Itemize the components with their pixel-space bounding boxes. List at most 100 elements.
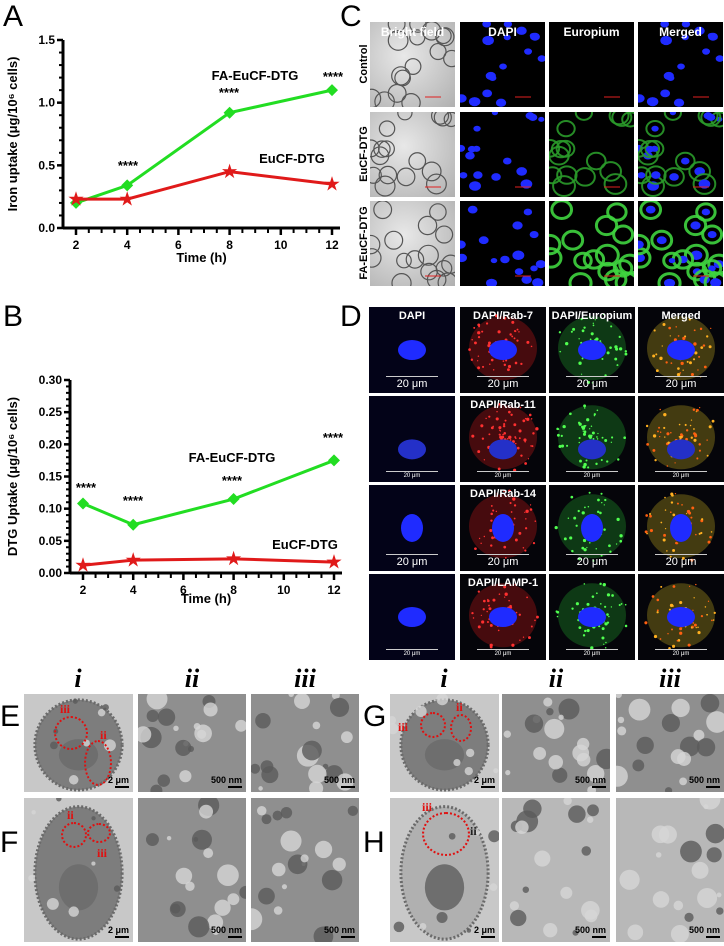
panel-label-c: C <box>340 0 362 33</box>
scale-bar-label: 500 nm <box>688 925 720 935</box>
column-header-i: i <box>440 664 448 693</box>
brightfield-image <box>370 201 455 286</box>
x-tick-label: 8 <box>226 238 233 252</box>
scale-bar-line <box>477 554 529 555</box>
scale-bar-label: 500 nm <box>574 775 606 785</box>
data-point-star <box>125 552 141 567</box>
x-tick-label: 4 <box>130 583 137 597</box>
scale-bar-label: 20 μm <box>487 378 519 390</box>
row-label: FA-EuCF-DTG <box>358 206 370 280</box>
scale-bar-line <box>566 649 618 650</box>
tem-image: 500 nm <box>616 694 724 792</box>
panel-label-h: H <box>363 826 385 859</box>
scale-bar-label: 500 nm <box>688 775 720 785</box>
dapi-image <box>460 112 545 197</box>
x-axis-title: Time (h) <box>181 591 231 606</box>
column-header-ii: ii <box>548 664 564 693</box>
image-label: DAPI/Europium <box>551 310 633 322</box>
europium-image: DAPI/Europium 20 μm <box>549 307 635 393</box>
row-label: EuCF-DTG <box>358 126 370 182</box>
y-tick-label: 0.25 <box>39 405 63 419</box>
brightfield-image: Bright field <box>370 22 455 107</box>
y-tick-label: 0.05 <box>39 534 63 548</box>
scale-bar-label: 20 μm <box>487 556 519 568</box>
dapi-image: 20 μm <box>369 574 455 660</box>
scale-bar: 500 nm <box>324 925 355 938</box>
image-label: DAPI/Rab-14 <box>469 488 537 500</box>
scale-bar-label: 20 μm <box>672 651 690 657</box>
column-header-i: i <box>74 664 82 693</box>
dapi-image <box>460 201 545 286</box>
scale-bar-line <box>477 376 529 377</box>
region-of-interest-circle <box>450 714 472 742</box>
x-tick-label: 12 <box>327 583 341 597</box>
chart-iron-uptake: 0.0 0.5 1.0 1.5 2 4 6 8 10 12 Time (h) Iron uptake … <box>5 33 344 265</box>
scale-bar-line <box>481 936 495 938</box>
scale-bar-label: 500 nm <box>574 925 606 935</box>
y-tick-label: 0.15 <box>39 470 63 484</box>
y-tick-label: 1.0 <box>38 96 55 110</box>
europium-image: 20 μm <box>549 485 635 571</box>
image-label: DAPI <box>398 310 426 322</box>
x-tick-label: 10 <box>277 583 291 597</box>
roi-label-iii: iii <box>97 846 108 860</box>
chart-dtg-uptake: 0.00 0.05 0.10 0.15 0.20 0.25 0.30 2 4 6 8 10 12 Time… <box>5 373 344 606</box>
data-point-diamond <box>227 493 240 506</box>
dapi-image: DAPI 20 μm <box>369 307 455 393</box>
y-tick-label: 0.0 <box>38 221 55 235</box>
scale-bar: 20 μm <box>460 649 546 657</box>
region-of-interest-circle <box>422 812 470 856</box>
merged-image <box>638 201 723 286</box>
scale-bar: 20 μm <box>638 554 724 568</box>
region-of-interest-circle <box>54 716 88 750</box>
scale-bar-line <box>341 936 355 938</box>
significance-annotation: **** <box>118 158 139 173</box>
data-point-diamond <box>77 497 89 510</box>
roi-label-ii: ii <box>470 824 477 838</box>
dapi-image: DAPI <box>460 22 545 107</box>
marker-image: DAPI/LAMP-1 20 μm <box>460 574 546 660</box>
column-header: Bright field <box>380 25 445 39</box>
image-label: Merged <box>661 310 701 322</box>
y-tick-label: 0.5 <box>38 158 55 172</box>
y-tick-label: 0.10 <box>39 502 63 516</box>
scale-bar-label: 20 μm <box>672 473 690 479</box>
panel-label-a: A <box>3 0 24 33</box>
merged-image: 20 μm <box>638 574 724 660</box>
scale-bar: 20 μm <box>549 649 635 657</box>
tem-image: 500 nm <box>502 694 610 792</box>
series-label: EuCF-DTG <box>272 537 338 552</box>
scale-bar: 2 μm <box>108 775 129 788</box>
tem-image: 500 nm <box>251 798 359 942</box>
scale-bar-line <box>592 786 606 788</box>
series-label: FA-EuCF-DTG <box>212 68 299 83</box>
significance-annotation: **** <box>76 480 97 495</box>
merged-image: Merged <box>638 22 723 107</box>
significance-annotation: **** <box>323 430 344 445</box>
x-tick-label: 10 <box>274 238 288 252</box>
dapi-image: 20 μm <box>369 485 455 571</box>
data-point-star <box>222 163 238 179</box>
scale-bar-line <box>386 554 438 555</box>
y-tick-label: 1.5 <box>38 33 55 47</box>
scale-bar-line <box>228 786 242 788</box>
scale-bar-label: 20 μm <box>396 556 428 568</box>
roi-label-ii: ii <box>100 728 107 742</box>
significance-annotation: **** <box>123 493 144 508</box>
scale-bar-line <box>592 936 606 938</box>
scale-bar: 500 nm <box>575 775 606 788</box>
scale-bar: 20 μm <box>638 649 724 657</box>
scale-bar-label: 20 μm <box>396 378 428 390</box>
roi-label-iii: iii <box>422 800 433 814</box>
y-tick-label: 0.30 <box>39 373 63 387</box>
x-tick-label: 8 <box>230 583 237 597</box>
europium-image <box>549 201 634 286</box>
scale-bar: 20 μm <box>549 471 635 479</box>
scale-bar: 20 μm <box>460 376 546 390</box>
data-point-diamond <box>127 518 140 531</box>
column-header-ii: ii <box>184 664 200 693</box>
scale-bar-line <box>386 376 438 377</box>
region-of-interest-circle <box>87 823 111 843</box>
